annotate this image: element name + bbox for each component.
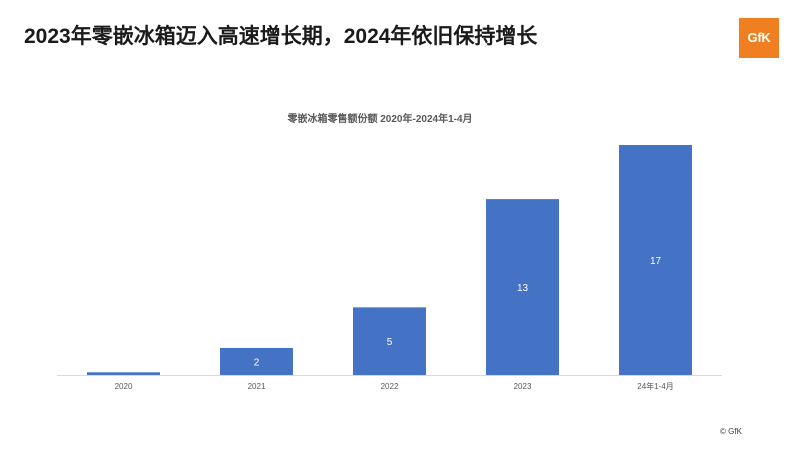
bar-value-label-3: 13 [517, 283, 529, 294]
copyright-text: © GfK [720, 427, 742, 436]
bar-2 [353, 307, 426, 375]
bar-4 [619, 145, 692, 375]
slide-headline: 2023年零嵌冰箱迈入高速增长期，2024年依旧保持增长 [24, 25, 538, 48]
bar-3 [486, 199, 559, 375]
bar-0 [87, 372, 160, 375]
gfk-logo: GfK [739, 18, 779, 58]
x-tick-label-4: 24年1-4月 [637, 381, 673, 391]
labels-layer: 2020 2 2021 5 2022 13 2023 17 24年1-4月 [115, 256, 674, 391]
bars-layer [87, 145, 692, 375]
bar-1 [220, 347, 293, 375]
x-tick-label-1: 2021 [248, 382, 266, 391]
x-tick-label-0: 2020 [115, 382, 133, 391]
x-tick-label-2: 2022 [381, 382, 399, 391]
x-tick-label-3: 2023 [514, 382, 532, 391]
bar-value-label-2: 5 [387, 337, 393, 348]
bar-value-label-4: 17 [650, 256, 662, 267]
bar-value-label-1: 2 [254, 357, 260, 368]
chart-title: 零嵌冰箱零售额份额 2020年-2024年1-4月 [287, 114, 473, 125]
